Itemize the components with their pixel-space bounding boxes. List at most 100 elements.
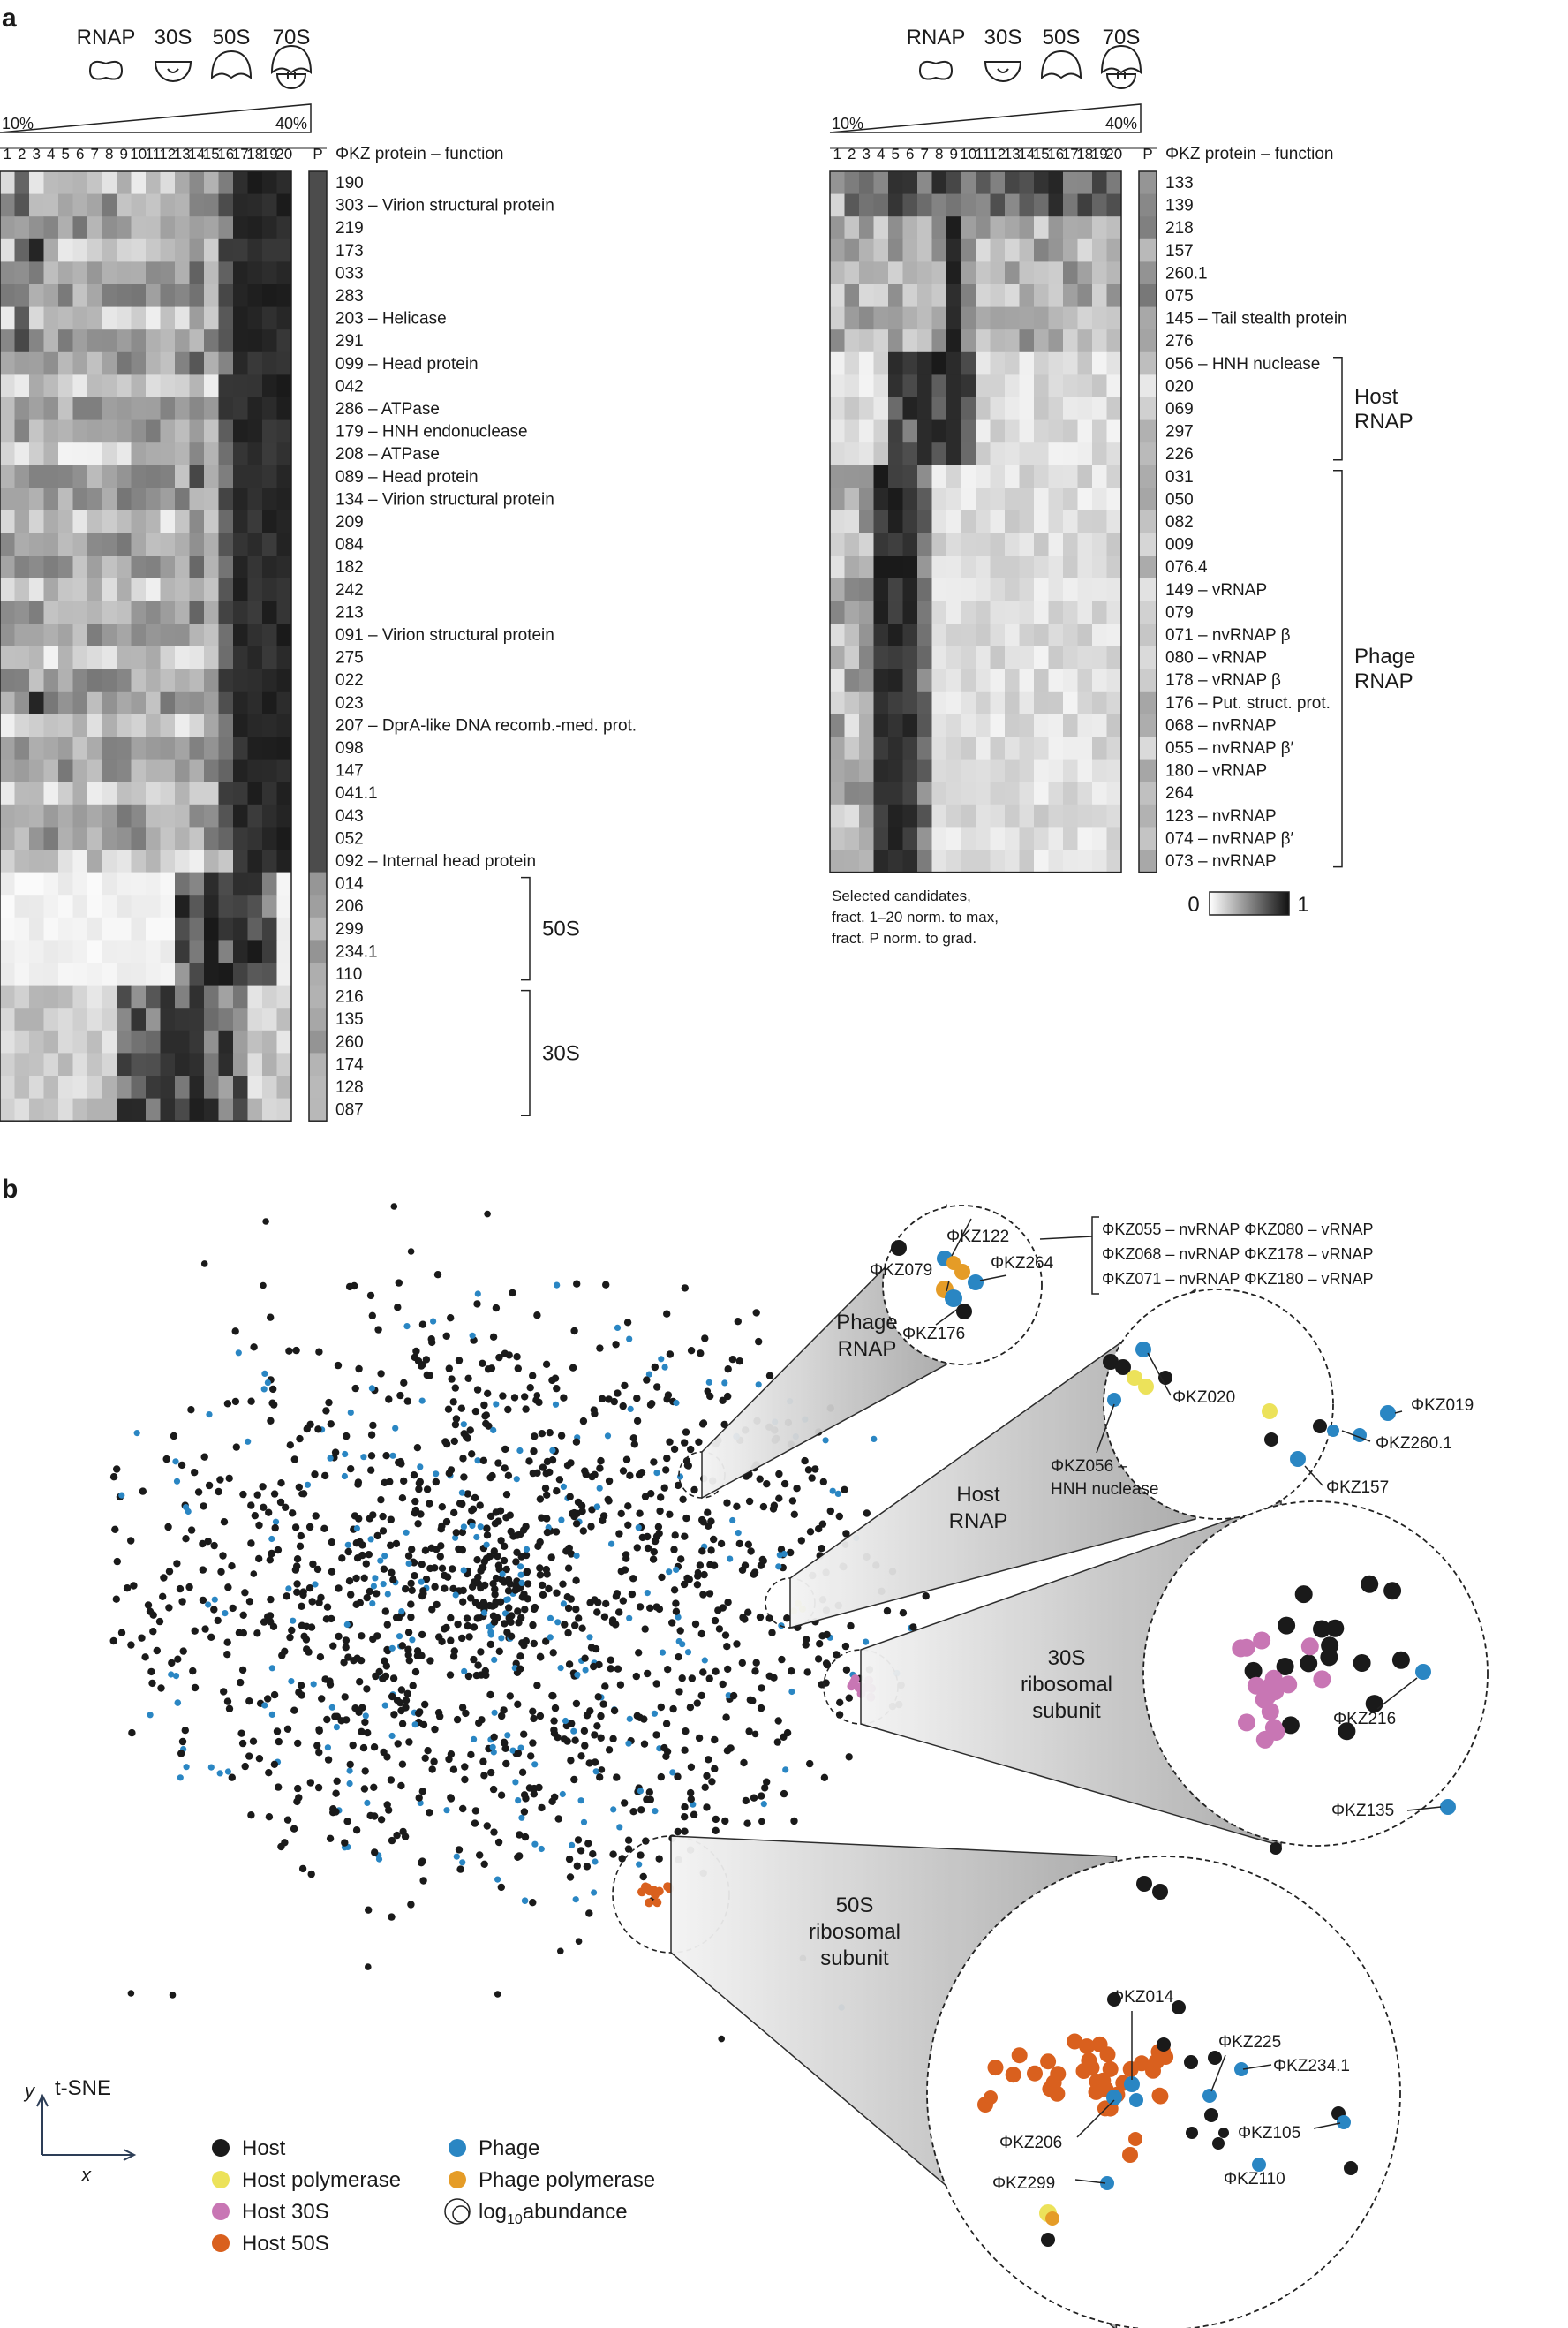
heatmap-cell [276,306,292,330]
host-point [775,1470,783,1478]
heatmap-cell [87,533,102,556]
heatmap-cell [204,759,219,782]
host-point [567,1459,575,1467]
heatmap-cell [204,804,219,828]
heatmap-cell [102,419,117,443]
host-point [735,1357,743,1365]
heatmap-cell [189,759,205,782]
host-point [808,1474,816,1482]
cluster-point [847,1682,856,1691]
host-point [437,1542,445,1550]
host-point [436,1553,444,1561]
host-point [265,1813,274,1821]
host-point [744,1608,752,1616]
host-point [565,1855,574,1863]
heatmap-cell [830,850,845,873]
heatmap-cell [276,238,292,262]
host-point [334,1361,343,1370]
host-point [588,1472,596,1481]
heatmap-cell [117,488,132,511]
heatmap-cell [931,397,947,420]
host-point [360,1574,368,1583]
heatmap-cell [873,465,889,488]
host-point [170,1432,178,1440]
heatmap-cell [1063,419,1078,443]
heatmap-cell [233,872,248,896]
heatmap-cell [146,714,161,737]
host-point [473,1614,481,1622]
heatmap-cell [931,238,947,262]
phage-point [725,1692,732,1699]
host-point [459,1455,467,1463]
host-point [295,1794,303,1802]
heatmap-cell [931,601,947,624]
heatmap-cell [87,624,102,646]
host-point [549,1692,557,1700]
host-point [765,1614,773,1622]
host-point [581,1742,589,1750]
host-point [353,1654,361,1662]
heatmap-cell [117,306,132,330]
host-point [518,1768,527,1777]
stage-label: RNAP [77,26,136,49]
host-point [806,1759,814,1768]
host-point [487,1768,495,1777]
zoom-point [1440,1799,1456,1815]
heatmap-cell [14,895,30,918]
host-point [178,1598,186,1606]
host-point [739,1614,747,1621]
phage-point [168,1671,175,1678]
zoom-point [1122,2147,1138,2163]
host-point [707,1546,715,1554]
heatmap-cell [931,193,947,217]
host-point [591,1758,599,1766]
host-point [352,1574,360,1583]
heatmap-cell [43,238,59,262]
heatmap-cell [72,691,88,714]
host-point [369,1421,377,1430]
host-point [399,1827,407,1836]
heatmap-cell [830,669,845,692]
p-cell [309,397,327,420]
heatmap-cell [29,556,44,579]
host-point [533,1682,541,1689]
host-point [518,1639,526,1647]
heatmap-cell [1063,465,1078,488]
host-point [723,1643,731,1651]
heatmap-cell [990,691,1006,714]
host-point [619,1402,627,1410]
host-point [421,1546,430,1554]
heatmap-cell [131,510,147,533]
host-point [216,1476,224,1484]
heatmap-cell [976,533,991,556]
heatmap-cell [175,646,190,669]
callout-label: ΦKZ234.1 [1273,2057,1350,2075]
heatmap-cell [0,669,15,692]
heatmap-cell [247,714,263,737]
heatmap-cell [247,171,263,194]
callout-bracket [1091,1216,1099,1295]
heatmap-cell [1106,646,1122,669]
host-point [408,1546,416,1553]
heatmap-cell [1077,578,1093,601]
heatmap-cell [204,872,219,896]
heatmap-cell [218,714,234,737]
protein-row-label: 157 [1165,242,1194,261]
host-point [613,1773,621,1781]
legend-swatch [449,2139,466,2157]
heatmap-cell [990,351,1006,375]
heatmap-cell [204,284,219,307]
cluster-label-host-rnap: RNAP [949,1509,1008,1533]
heatmap-cell [14,601,30,624]
heatmap-cell [830,556,845,579]
heatmap-cell [14,1053,30,1077]
phage-point [625,1740,632,1747]
heatmap-cell [160,442,176,466]
heatmap-cell [247,963,263,986]
host-point [238,1739,247,1748]
heatmap-cell [0,488,15,511]
heatmap-cell [1005,216,1020,240]
heatmap-cell [233,1053,248,1077]
heatmap-cell [917,306,932,330]
protein-row-label: 216 [335,988,364,1007]
